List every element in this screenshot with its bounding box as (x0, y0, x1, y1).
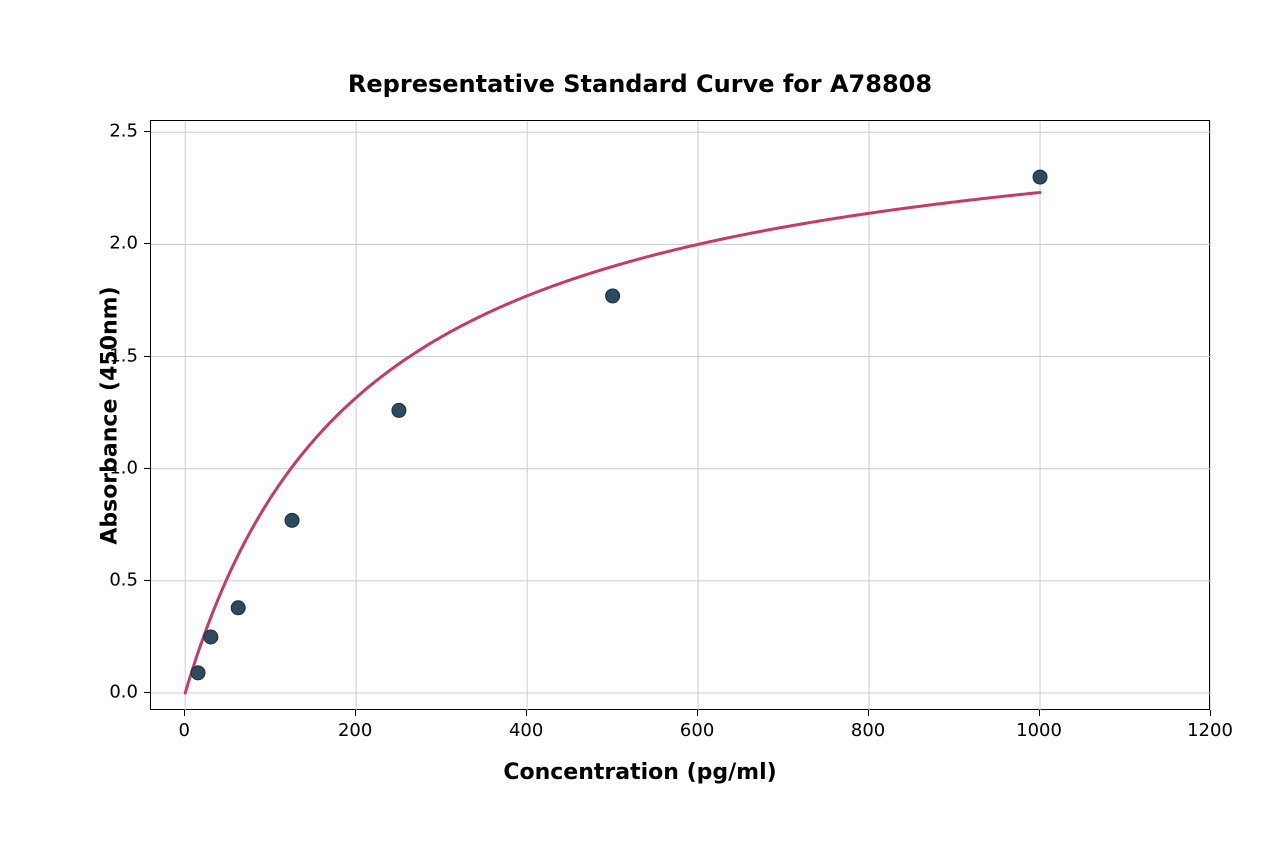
y-tick (144, 356, 150, 357)
data-point (1033, 170, 1047, 184)
x-tick-label: 0 (178, 720, 189, 741)
x-tick (868, 710, 869, 716)
plot-area (150, 120, 1210, 710)
x-tick-label: 1000 (1016, 720, 1062, 741)
y-tick-label: 0.0 (94, 682, 138, 703)
y-tick (144, 468, 150, 469)
data-point (285, 513, 299, 527)
data-point (231, 601, 245, 615)
chart-container: Representative Standard Curve for A78808… (0, 0, 1280, 845)
plot-svg (151, 121, 1211, 711)
y-tick-label: 2.5 (94, 121, 138, 142)
y-tick-label: 1.0 (94, 457, 138, 478)
x-tick-label: 600 (680, 720, 714, 741)
data-point (392, 403, 406, 417)
data-point (606, 289, 620, 303)
x-tick (355, 710, 356, 716)
x-tick-label: 400 (509, 720, 543, 741)
y-tick-label: 2.0 (94, 233, 138, 254)
y-tick-label: 0.5 (94, 569, 138, 590)
x-axis-label: Concentration (pg/ml) (0, 760, 1280, 785)
data-point (204, 630, 218, 644)
x-tick (184, 710, 185, 716)
y-tick (144, 692, 150, 693)
x-tick-label: 200 (338, 720, 372, 741)
chart-title: Representative Standard Curve for A78808 (0, 70, 1280, 98)
y-tick-label: 1.5 (94, 345, 138, 366)
data-point (191, 666, 205, 680)
x-tick (1210, 710, 1211, 716)
y-tick (144, 243, 150, 244)
x-tick-label: 800 (851, 720, 885, 741)
x-tick (1039, 710, 1040, 716)
x-tick-label: 1200 (1187, 720, 1233, 741)
x-tick (526, 710, 527, 716)
y-tick (144, 580, 150, 581)
y-axis-label: Absorbance (450nm) (98, 266, 123, 566)
fitted-curve (185, 192, 1040, 693)
y-tick (144, 131, 150, 132)
x-tick (697, 710, 698, 716)
